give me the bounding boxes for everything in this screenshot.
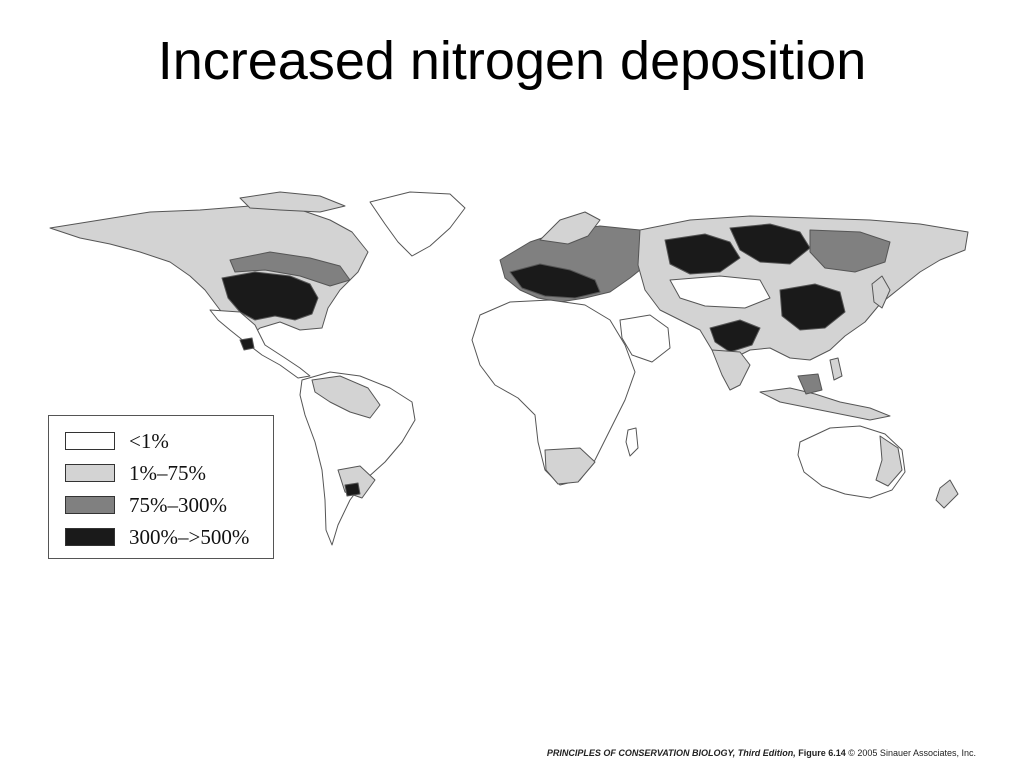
figure-credit: PRINCIPLES OF CONSERVATION BIOLOGY, Thir… xyxy=(547,748,976,758)
new-zealand xyxy=(935,479,959,509)
asia-medium-deposition xyxy=(809,229,891,273)
canada-medium-deposition xyxy=(229,251,351,287)
greenland xyxy=(369,191,466,257)
japan xyxy=(871,275,891,309)
scandinavia xyxy=(539,211,601,245)
legend-swatch xyxy=(65,432,115,450)
legend-label: 300%–>500% xyxy=(129,524,250,549)
legend-item-75-300: 75%–300% xyxy=(65,492,227,517)
legend-swatch xyxy=(65,528,115,546)
indonesia xyxy=(759,387,891,421)
legend-item-1-75: 1%–75% xyxy=(65,460,206,485)
legend-item-lt1: <1% xyxy=(65,428,169,453)
legend: <1% 1%–75% 75%–300% 300%–>500% xyxy=(48,415,274,559)
siberia-high-deposition xyxy=(729,223,811,265)
credit-book: PRINCIPLES OF CONSERVATION BIOLOGY, Thir… xyxy=(546,748,796,758)
south-america xyxy=(299,371,416,546)
australia-east-light xyxy=(875,435,903,487)
china-high-deposition xyxy=(779,283,846,331)
sa-light-band xyxy=(311,375,381,419)
central-asia xyxy=(669,275,771,309)
legend-swatch xyxy=(65,464,115,482)
arctic-islands xyxy=(239,191,346,213)
india xyxy=(711,349,751,391)
mexico xyxy=(209,309,311,379)
us-high-deposition xyxy=(221,271,319,321)
legend-label: 75%–300% xyxy=(129,492,227,517)
credit-figure: Figure 6.14 xyxy=(798,748,846,758)
philippines xyxy=(829,357,843,381)
india-high-deposition xyxy=(709,319,761,353)
madagascar xyxy=(625,427,639,457)
europe-high-deposition xyxy=(509,263,601,299)
sa-hotspot xyxy=(344,482,361,497)
legend-label: <1% xyxy=(129,428,169,453)
borneo xyxy=(797,373,823,395)
arabia xyxy=(619,314,671,363)
world-map xyxy=(49,191,969,546)
slide-title: Increased nitrogen deposition xyxy=(157,31,867,91)
legend-swatch xyxy=(65,496,115,514)
russia-high-deposition xyxy=(664,233,741,275)
legend-label: 1%–75% xyxy=(129,460,206,485)
africa-south-light xyxy=(544,447,596,485)
legend-item-300-500: 300%–>500% xyxy=(65,524,250,549)
credit-copyright: © 2005 Sinauer Associates, Inc. xyxy=(848,748,976,758)
mexico-hotspot xyxy=(239,337,255,351)
